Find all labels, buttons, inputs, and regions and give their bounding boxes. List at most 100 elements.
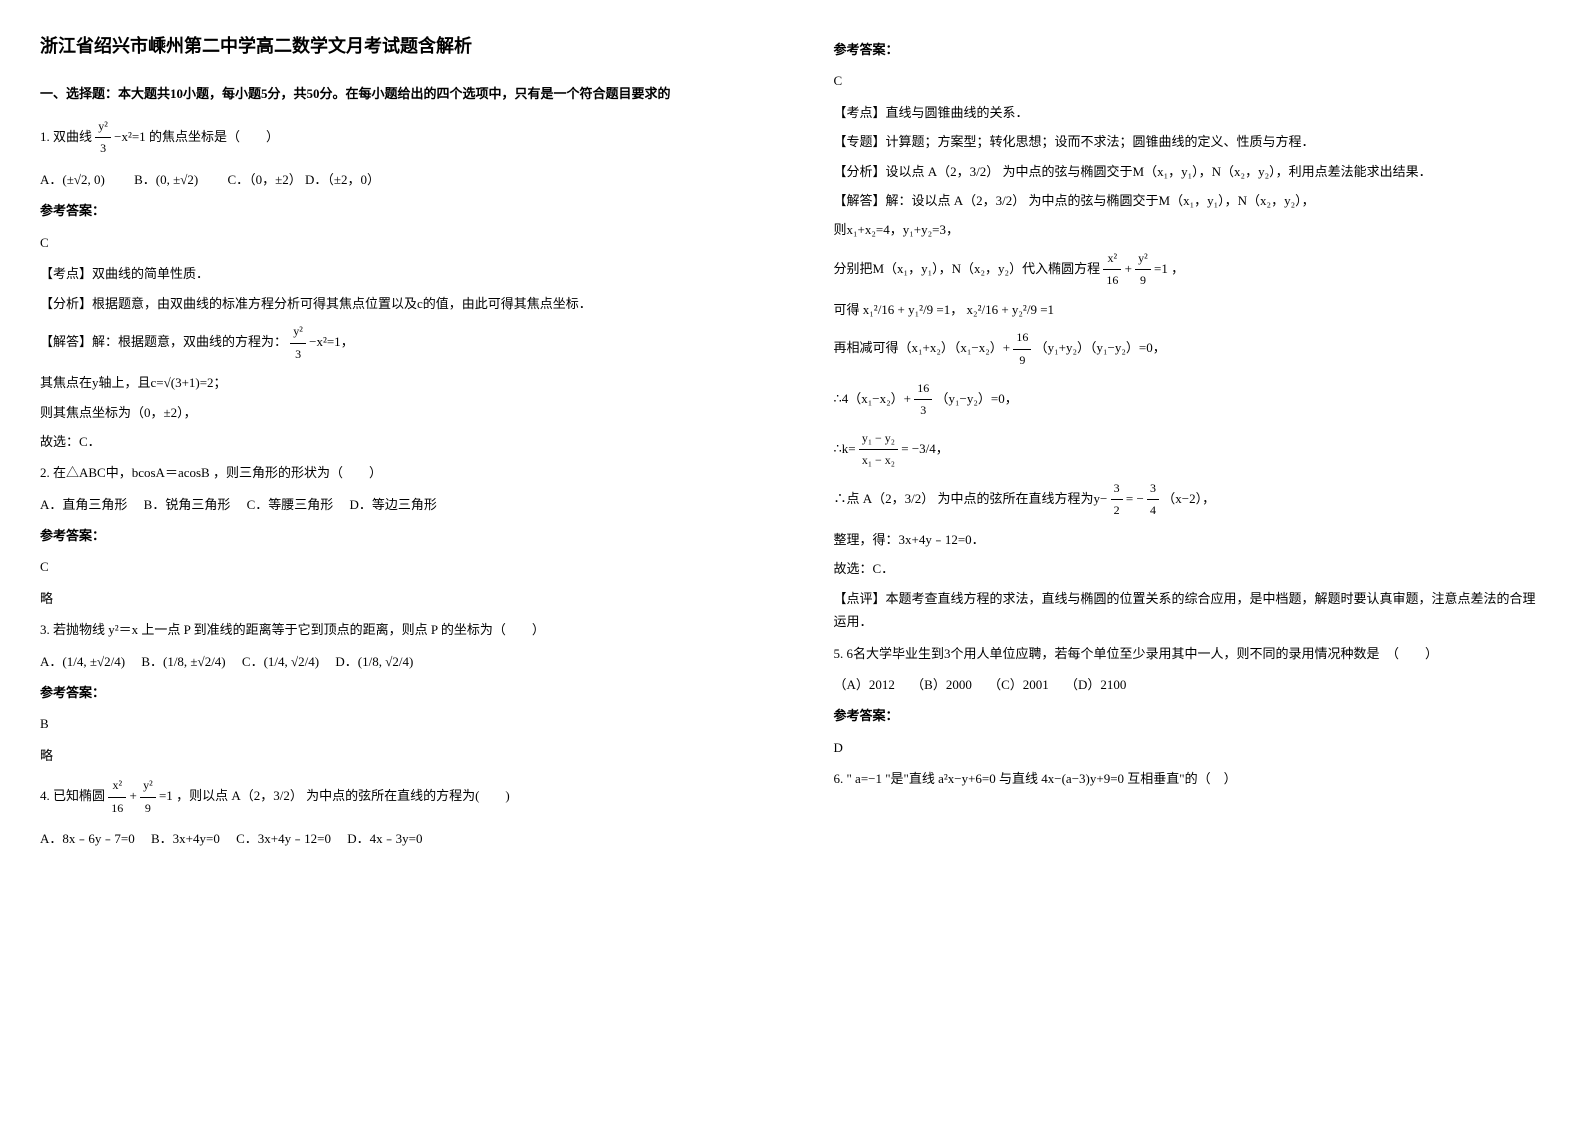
- q4-plus: +: [130, 788, 137, 803]
- q3-note: 略: [40, 744, 754, 767]
- q4-solve-line7: ∴k= y₁ − y₂ x₁ − x₂ = −3/4，: [834, 428, 1548, 472]
- q4-analysis-suffix: 为中点的弦与椭圆交于M（x₁，y₁），N（x₂，y₂），利用点差法能求出结果．: [1003, 164, 1432, 179]
- q4-solve-line9: 整理，得：3x+4y﹣12=0．: [834, 528, 1548, 551]
- q4-solve-line2: 则x₁+x₂=4，y₁+y₂=3，: [834, 218, 1548, 241]
- left-column: 浙江省绍兴市嵊州第二中学高二数学文月考试题含解析 一、选择题：本大题共10小题，…: [0, 0, 794, 1122]
- q4-solve-line8-mid: 为中点的弦所在直线方程为y−: [938, 491, 1108, 506]
- q4-solve-k-frac: y₁ − y₂ x₁ − x₂: [859, 428, 898, 472]
- q1-opt-c: C．（0，±2）: [227, 172, 301, 187]
- q1-solve: 【解答】解：根据题意，双曲线的方程为： y² 3 −x²=1，: [40, 321, 754, 365]
- q4-solve-eq: =1: [1154, 261, 1168, 276]
- q4-stem-suffix: 为中点的弦所在直线的方程为( ): [306, 788, 510, 803]
- q4-stem-mid: ，则以点: [176, 788, 228, 803]
- q3-options: A．(1/4, ±√2/4) B．(1/8, ±√2/4) C．(1/4, √2…: [40, 650, 754, 673]
- q4-solve-line3-prefix: 分别把M（x₁，y₁），N（x₂，y₂）代入椭圆方程: [834, 261, 1101, 276]
- q1-solve-line3: 则其焦点坐标为（0，±2），: [40, 401, 754, 424]
- q4-solve-line4-prefix: 可得: [834, 302, 860, 317]
- q4-comment: 【点评】本题考查直线方程的求法，直线与椭圆的位置关系的综合应用，是中档题，解题时…: [834, 587, 1548, 634]
- q4-solve-suffix: 为中点的弦与椭圆交于M（x₁，y₁），N（x₂，y₂），: [1029, 193, 1315, 208]
- q1-frac-suffix: −x²=1: [114, 129, 146, 144]
- q1-solve-frac-suffix: −x²=1: [309, 334, 341, 349]
- q2-answer: C: [40, 555, 754, 578]
- q4-solve-line6: ∴4（x₁−x₂）+ 16 3 （y₁−y₂）=0，: [834, 378, 1548, 422]
- q3-answer: B: [40, 712, 754, 735]
- q4-answer: C: [834, 69, 1548, 92]
- q4-analysis-prefix: 【分析】设以点: [834, 164, 925, 179]
- q4-solve-line10: 故选：C．: [834, 557, 1548, 580]
- q4-solve-line8-suffix: （x−2），: [1162, 491, 1215, 506]
- q4-solve-line5: 再相减可得（x₁+x₂）（x₁−x₂）+ 16 9 （y₁+y₂）（y₁−y₂）…: [834, 327, 1548, 371]
- q4-solve: 【解答】解：设以点 A（2，3/2） 为中点的弦与椭圆交于M（x₁，y₁），N（…: [834, 189, 1548, 212]
- q4-solve-line6-suffix: （y₁−y₂）=0，: [936, 391, 1018, 406]
- q4-solve-line6-prefix: ∴4（x₁−x₂）+: [834, 391, 915, 406]
- q2-opt-d: D．等边三角形: [350, 497, 437, 512]
- q4-frac2: y² 9: [140, 775, 156, 819]
- q4-stem-prefix: 4. 已知椭圆: [40, 788, 105, 803]
- q4-analysis: 【分析】设以点 A（2，3/2） 为中点的弦与椭圆交于M（x₁，y₁），N（x₂…: [834, 160, 1548, 183]
- q1-answer: C: [40, 231, 754, 254]
- right-column: 参考答案： C 【考点】直线与圆锥曲线的关系． 【专题】计算题；方案型；转化思想…: [794, 0, 1587, 1122]
- q4-solve-line3: 分别把M（x₁，y₁），N（x₂，y₂）代入椭圆方程 x² 16 + y² 9 …: [834, 248, 1548, 292]
- q4-solve-line4: 可得 x₁²/16 + y₁²/9 =1， x₂²/16 + y₂²/9 =1: [834, 298, 1548, 321]
- q1-stem-suffix: 的焦点坐标是（ ）: [149, 129, 279, 144]
- q4-answer-label: 参考答案：: [834, 38, 1548, 61]
- q4-solve-eq2: x₂²/16 + y₂²/9 =1: [967, 302, 1055, 317]
- q3-opt-b: B．(1/8, ±√2/4): [141, 654, 225, 669]
- q5-opt-b: （B）2000: [911, 677, 972, 692]
- q1-analysis: 【分析】根据题意，由双曲线的标准方程分析可得其焦点位置以及c的值，由此可得其焦点…: [40, 292, 754, 315]
- question-2: 2. 在△ABC中，bcosA＝acosB ，则三角形的形状为（ ）: [40, 461, 754, 484]
- q4-solve-frac2: y² 9: [1135, 248, 1151, 292]
- q4-opt-b: B．3x+4y=0: [151, 831, 220, 846]
- q4-solve-line3-suffix: ，: [1171, 261, 1184, 276]
- q2-answer-label: 参考答案：: [40, 524, 754, 547]
- q4-solve-plus: +: [1125, 261, 1132, 276]
- q1-solve-line4: 故选：C．: [40, 430, 754, 453]
- q2-opt-c: C．等腰三角形: [247, 497, 334, 512]
- q1-solve-fraction: y² 3: [290, 321, 306, 365]
- q5-answer: D: [834, 736, 1548, 759]
- q1-opt-a: A．(±√2, 0): [40, 172, 105, 187]
- q2-note: 略: [40, 587, 754, 610]
- q4-solve-line5-suffix: （y₁+y₂）（y₁−y₂）=0，: [1035, 340, 1166, 355]
- q3-opt-a: A．(1/4, ±√2/4): [40, 654, 125, 669]
- title: 浙江省绍兴市嵊州第二中学高二数学文月考试题含解析: [40, 30, 754, 62]
- q1-point: 【考点】双曲线的简单性质．: [40, 262, 754, 285]
- q1-opt-b: B．(0, ±√2): [134, 172, 198, 187]
- q1-stem-prefix: 1. 双曲线: [40, 129, 92, 144]
- question-5: 5. 6名大学毕业生到3个用人单位应聘，若每个单位至少录用其中一人，则不同的录用…: [834, 642, 1548, 665]
- q5-opt-c: （C）2001: [988, 677, 1049, 692]
- q5-options: （A）2012 （B）2000 （C）2001 （D）2100: [834, 673, 1548, 696]
- q5-opt-a: （A）2012: [834, 677, 895, 692]
- q1-fraction: y² 3: [95, 116, 111, 160]
- q4-point-a: A（2，3/2）: [231, 788, 303, 803]
- q4-opt-d: D．4x﹣3y=0: [347, 831, 422, 846]
- q4-options: A．8x﹣6y﹣7=0 B．3x+4y=0 C．3x+4y﹣12=0 D．4x﹣…: [40, 827, 754, 850]
- q4-solve-line8-mid2: = −: [1126, 491, 1144, 506]
- q3-opt-c: C．(1/4, √2/4): [242, 654, 319, 669]
- q4-solve-prefix: 【解答】解：设以点: [834, 193, 951, 208]
- q4-solve-line8-prefix: ∴点: [834, 491, 860, 506]
- q5-answer-label: 参考答案：: [834, 704, 1548, 727]
- q4-analysis-point: A（2，3/2）: [928, 164, 1000, 179]
- q2-opt-a: A．直角三角形: [40, 497, 127, 512]
- q4-solve-k-eq: = −3/4: [901, 441, 936, 456]
- q4-solve-point: A（2，3/2）: [954, 193, 1026, 208]
- q4-opt-c: C．3x+4y﹣12=0: [236, 831, 331, 846]
- question-6: 6. " a=−1 "是"直线 a²x−y+6=0 与直线 4x−(a−3)y+…: [834, 767, 1548, 790]
- q4-solve-eq1: x₁²/16 + y₁²/9 =1: [863, 302, 951, 317]
- question-4: 4. 已知椭圆 x² 16 + y² 9 =1 ，则以点 A（2，3/2） 为中…: [40, 775, 754, 819]
- q3-opt-d: D．(1/8, √2/4): [335, 654, 413, 669]
- q4-topic: 【专题】计算题；方案型；转化思想；设而不求法；圆锥曲线的定义、性质与方程．: [834, 130, 1548, 153]
- q4-solve-frac5: 3 2: [1111, 478, 1123, 522]
- q4-solve-line5-prefix: 再相减可得（x₁+x₂）（x₁−x₂）+: [834, 340, 1014, 355]
- q5-opt-d: （D）2100: [1065, 677, 1126, 692]
- section-heading: 一、选择题：本大题共10小题，每小题5分，共50分。在每小题给出的四个选项中，只…: [40, 82, 754, 105]
- q4-solve-line8: ∴点 A（2，3/2） 为中点的弦所在直线方程为y− 3 2 = − 3 4 （…: [834, 478, 1548, 522]
- q4-opt-a: A．8x﹣6y﹣7=0: [40, 831, 135, 846]
- q1-solve-prefix: 【解答】解：根据题意，双曲线的方程为：: [40, 334, 287, 349]
- question-3: 3. 若抛物线 y²＝x 上一点 P 到准线的距离等于它到顶点的距离，则点 P …: [40, 618, 754, 641]
- q4-solve-frac3: 16 9: [1013, 327, 1031, 371]
- q2-opt-b: B．锐角三角形: [144, 497, 231, 512]
- q4-solve-frac6: 3 4: [1147, 478, 1159, 522]
- q4-solve-frac1: x² 16: [1103, 248, 1121, 292]
